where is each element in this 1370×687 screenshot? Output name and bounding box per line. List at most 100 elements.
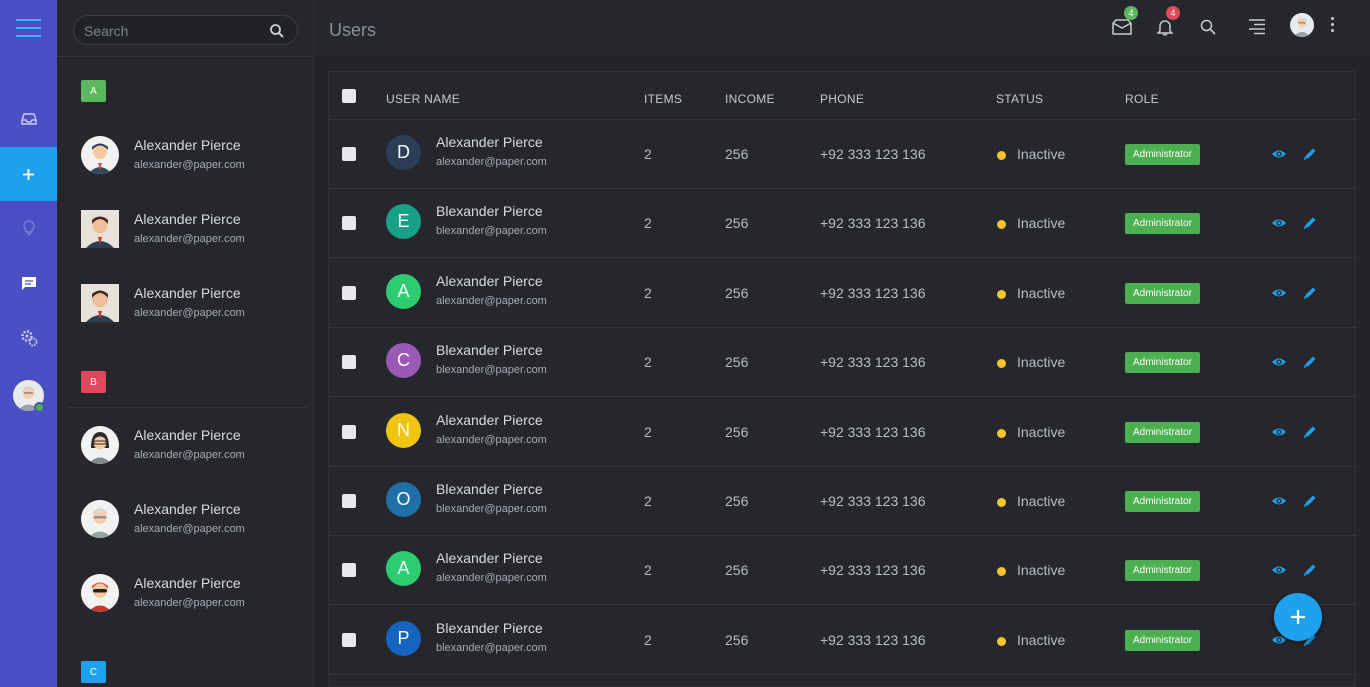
items-cell: 2 — [644, 424, 652, 440]
menu-icon[interactable] — [16, 19, 41, 37]
column-header[interactable]: ITEMS — [644, 92, 683, 106]
user-initial-avatar: O — [386, 482, 421, 517]
row-checkbox[interactable] — [342, 633, 356, 647]
contact-item[interactable]: Alexander Pierce alexander@paper.com — [81, 279, 301, 329]
role-badge: Administrator — [1125, 352, 1200, 373]
income-cell: 256 — [725, 146, 749, 162]
notifications-button[interactable] — [1152, 14, 1178, 40]
view-eye-icon[interactable] — [1271, 493, 1287, 509]
edit-pencil-icon[interactable] — [1302, 285, 1318, 301]
mail-button[interactable] — [1109, 14, 1135, 40]
edit-pencil-icon[interactable] — [1302, 493, 1318, 509]
search-input[interactable] — [84, 22, 264, 40]
status-dot — [997, 637, 1006, 646]
status-cell: Inactive — [1017, 493, 1066, 509]
contact-item[interactable]: Alexander Pierce alexander@paper.com — [81, 495, 301, 545]
user-email: blexander@paper.com — [436, 642, 547, 654]
table-row[interactable]: N Alexander Pierce alexander@paper.com 2 256… — [329, 398, 1357, 467]
contact-name: Alexander Pierce — [134, 211, 241, 227]
column-header[interactable]: PHONE — [820, 92, 865, 106]
divider — [57, 56, 313, 57]
contact-name: Alexander Pierce — [134, 285, 241, 301]
row-checkbox[interactable] — [342, 425, 356, 439]
left-rail — [0, 0, 57, 687]
contacts-panel: A Alexander Pierce alexander@paper.com A… — [57, 0, 314, 687]
table-row[interactable]: A Alexander Pierce alexander@paper.com 2 256… — [329, 259, 1357, 328]
view-eye-icon[interactable] — [1271, 146, 1287, 162]
status-dot — [997, 151, 1006, 160]
rail-item-add[interactable] — [0, 147, 57, 201]
user-initial-avatar: C — [386, 343, 421, 378]
row-checkbox[interactable] — [342, 286, 356, 300]
column-header[interactable]: STATUS — [996, 92, 1044, 106]
contact-item[interactable]: Alexander Pierce alexander@paper.com — [81, 131, 301, 181]
row-checkbox[interactable] — [342, 216, 356, 230]
role-badge: Administrator — [1125, 213, 1200, 234]
row-checkbox[interactable] — [342, 355, 356, 369]
edit-pencil-icon[interactable] — [1302, 354, 1318, 370]
contact-email: alexander@paper.com — [134, 523, 245, 535]
users-table: USER NAME ITEMS INCOME PHONE STATUS ROLE… — [328, 71, 1357, 687]
view-eye-icon[interactable] — [1271, 285, 1287, 301]
plus-icon — [1291, 610, 1305, 624]
header-search-button[interactable] — [1195, 14, 1221, 40]
table-row[interactable]: D Alexander Pierce alexander@paper.com 2 256… — [329, 120, 1357, 189]
items-cell: 2 — [644, 354, 652, 370]
table-row[interactable]: E Blexander Pierce blexander@paper.com 2 256… — [329, 189, 1357, 258]
edit-pencil-icon[interactable] — [1302, 146, 1318, 162]
row-checkbox[interactable] — [342, 563, 356, 577]
more-options-icon[interactable] — [1331, 17, 1335, 33]
income-cell: 256 — [725, 424, 749, 440]
view-eye-icon[interactable] — [1271, 354, 1287, 370]
table-row[interactable]: P Blexander Pierce blexander@paper.com 2 256… — [329, 606, 1357, 675]
align-menu-button[interactable] — [1244, 14, 1270, 40]
add-user-button[interactable] — [1274, 593, 1322, 641]
contact-item[interactable]: Alexander Pierce alexander@paper.com — [81, 205, 301, 255]
view-eye-icon[interactable] — [1271, 424, 1287, 440]
rail-item-chat[interactable] — [0, 256, 57, 310]
contact-item[interactable]: Alexander Pierce alexander@paper.com — [81, 421, 301, 471]
edit-pencil-icon[interactable] — [1302, 632, 1318, 648]
rail-item-inbox[interactable] — [0, 92, 57, 146]
status-cell: Inactive — [1017, 632, 1066, 648]
row-checkbox[interactable] — [342, 494, 356, 508]
role-badge: Administrator — [1125, 422, 1200, 443]
rail-item-ideas[interactable] — [0, 201, 57, 255]
user-initial-avatar: A — [386, 551, 421, 586]
select-all-checkbox[interactable] — [342, 89, 356, 103]
search-icon[interactable] — [269, 23, 285, 39]
view-eye-icon[interactable] — [1271, 215, 1287, 231]
user-initial-avatar: P — [386, 621, 421, 656]
status-cell: Inactive — [1017, 562, 1066, 578]
user-name: Blexander Pierce — [436, 620, 543, 636]
contact-name: Alexander Pierce — [134, 427, 241, 443]
edit-pencil-icon[interactable] — [1302, 215, 1318, 231]
table-row[interactable]: A Alexander Pierce alexander@paper.com 2 256… — [329, 536, 1357, 605]
column-header[interactable]: ROLE — [1125, 92, 1159, 106]
edit-pencil-icon[interactable] — [1302, 562, 1318, 578]
items-cell: 2 — [644, 632, 652, 648]
user-initial-avatar: D — [386, 135, 421, 170]
row-checkbox[interactable] — [342, 147, 356, 161]
column-header[interactable]: INCOME — [725, 92, 775, 106]
items-cell: 2 — [644, 493, 652, 509]
rail-item-settings[interactable] — [0, 311, 57, 365]
user-name: Alexander Pierce — [436, 134, 543, 150]
column-header[interactable]: USER NAME — [386, 92, 461, 106]
table-row[interactable]: C Blexander Pierce blexander@paper.com 2 256… — [329, 328, 1357, 397]
contact-email: alexander@paper.com — [134, 159, 245, 171]
view-eye-icon[interactable] — [1271, 562, 1287, 578]
income-cell: 256 — [725, 285, 749, 301]
role-badge: Administrator — [1125, 560, 1200, 581]
status-cell: Inactive — [1017, 424, 1066, 440]
bell-icon — [1157, 20, 1173, 36]
user-name: Blexander Pierce — [436, 203, 543, 219]
user-name: Blexander Pierce — [436, 342, 543, 358]
view-eye-icon[interactable] — [1271, 632, 1287, 648]
table-row[interactable]: O Blexander Pierce blexander@paper.com 2 256… — [329, 467, 1357, 536]
contact-item[interactable]: Alexander Pierce alexander@paper.com — [81, 569, 301, 619]
edit-pencil-icon[interactable] — [1302, 424, 1318, 440]
phone-cell: +92 333 123 136 — [820, 632, 926, 648]
group-letter-b: B — [81, 371, 106, 393]
header-avatar[interactable] — [1290, 13, 1314, 37]
